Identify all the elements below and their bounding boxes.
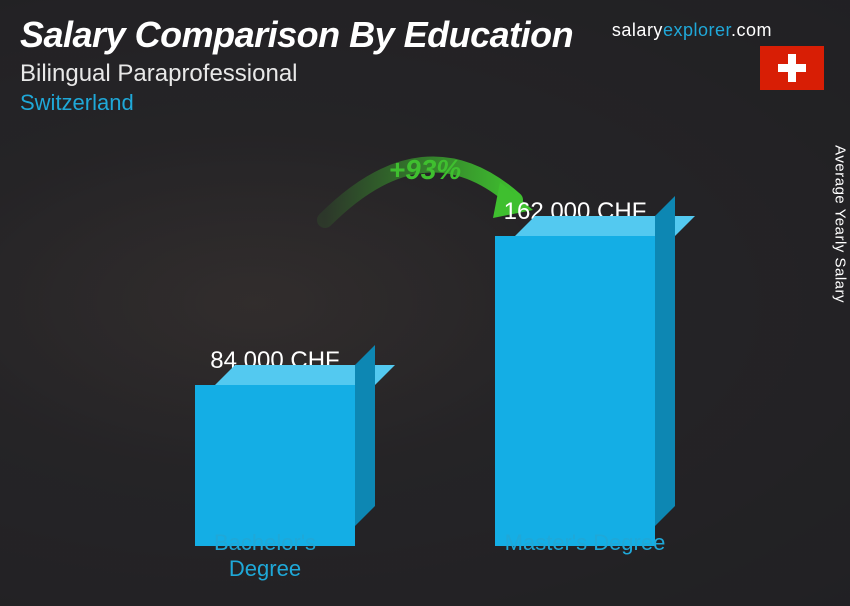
flag-switzerland [760, 46, 824, 90]
bar-group: 162,000 CHF [495, 198, 655, 546]
bar-label: Master's Degree [495, 530, 675, 582]
bar-label: Bachelor's Degree [175, 530, 355, 582]
brand-suffix: .com [731, 20, 772, 40]
x-axis-labels: Bachelor's Degree Master's Degree [0, 530, 850, 582]
percent-change-value: +93% [389, 154, 461, 186]
brand-mid: explorer [663, 20, 731, 40]
brand-logo: salaryexplorer.com [612, 20, 772, 41]
bar-chart: 84,000 CHF 162,000 CHF [0, 186, 850, 546]
bar [495, 236, 655, 546]
bar-group: 84,000 CHF [195, 347, 355, 546]
job-title: Bilingual Paraprofessional [20, 60, 830, 88]
country-name: Switzerland [20, 90, 830, 116]
brand-prefix: salary [612, 20, 663, 40]
plus-icon [778, 54, 806, 82]
bar [195, 385, 355, 546]
